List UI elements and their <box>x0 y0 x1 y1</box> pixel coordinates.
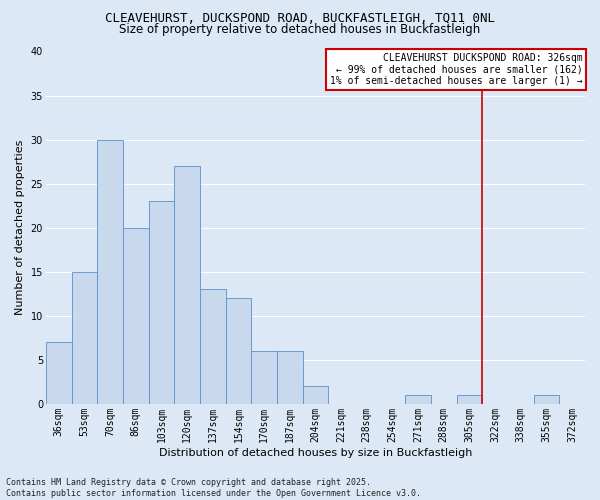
Bar <box>251 351 277 404</box>
Bar <box>123 228 149 404</box>
Bar <box>405 395 431 404</box>
Bar <box>226 298 251 404</box>
X-axis label: Distribution of detached houses by size in Buckfastleigh: Distribution of detached houses by size … <box>159 448 472 458</box>
Text: CLEAVEHURST, DUCKSPOND ROAD, BUCKFASTLEIGH, TQ11 0NL: CLEAVEHURST, DUCKSPOND ROAD, BUCKFASTLEI… <box>105 12 495 26</box>
Bar <box>174 166 200 404</box>
Bar <box>277 351 302 404</box>
Bar <box>200 290 226 404</box>
Text: Contains HM Land Registry data © Crown copyright and database right 2025.
Contai: Contains HM Land Registry data © Crown c… <box>6 478 421 498</box>
Bar <box>97 140 123 404</box>
Y-axis label: Number of detached properties: Number of detached properties <box>15 140 25 316</box>
Text: CLEAVEHURST DUCKSPOND ROAD: 326sqm
← 99% of detached houses are smaller (162)
1%: CLEAVEHURST DUCKSPOND ROAD: 326sqm ← 99%… <box>329 54 583 86</box>
Bar <box>533 395 559 404</box>
Bar <box>457 395 482 404</box>
Bar <box>149 202 174 404</box>
Text: Size of property relative to detached houses in Buckfastleigh: Size of property relative to detached ho… <box>119 22 481 36</box>
Bar <box>46 342 71 404</box>
Bar <box>302 386 328 404</box>
Bar <box>71 272 97 404</box>
